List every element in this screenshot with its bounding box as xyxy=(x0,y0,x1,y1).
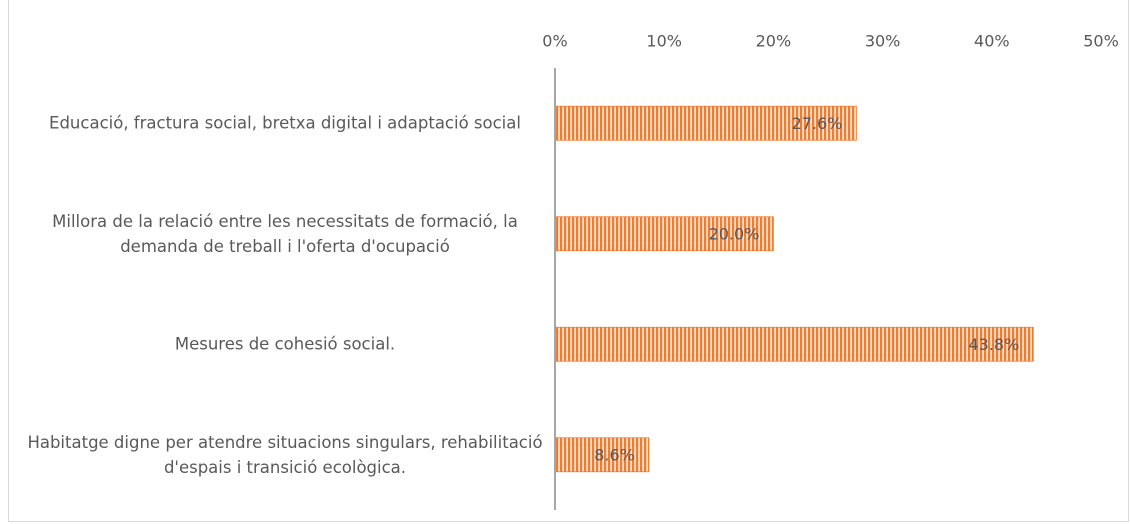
category-label: Habitatge digne per atendre situacions s… xyxy=(27,432,543,477)
bar xyxy=(554,437,650,473)
chart-frame xyxy=(8,0,1129,522)
category-label: Mesures de cohesió social. xyxy=(174,334,396,354)
category-label: Millora de la relació entre les necessit… xyxy=(52,211,518,256)
x-tick-label: 0% xyxy=(542,32,567,51)
bar xyxy=(554,326,1034,362)
value-label: 8.6% xyxy=(594,445,635,464)
category-label: Educació, fractura social, bretxa digita… xyxy=(49,113,521,133)
x-tick-label: 30% xyxy=(865,32,901,51)
x-tick-label: 20% xyxy=(756,32,792,51)
x-tick-label: 50% xyxy=(1083,32,1119,51)
value-label: 27.6% xyxy=(792,114,843,133)
x-tick-label: 40% xyxy=(974,32,1010,51)
value-label: 20.0% xyxy=(709,224,760,243)
value-label: 43.8% xyxy=(968,335,1019,354)
bar xyxy=(554,105,857,141)
x-tick-label: 10% xyxy=(646,32,682,51)
